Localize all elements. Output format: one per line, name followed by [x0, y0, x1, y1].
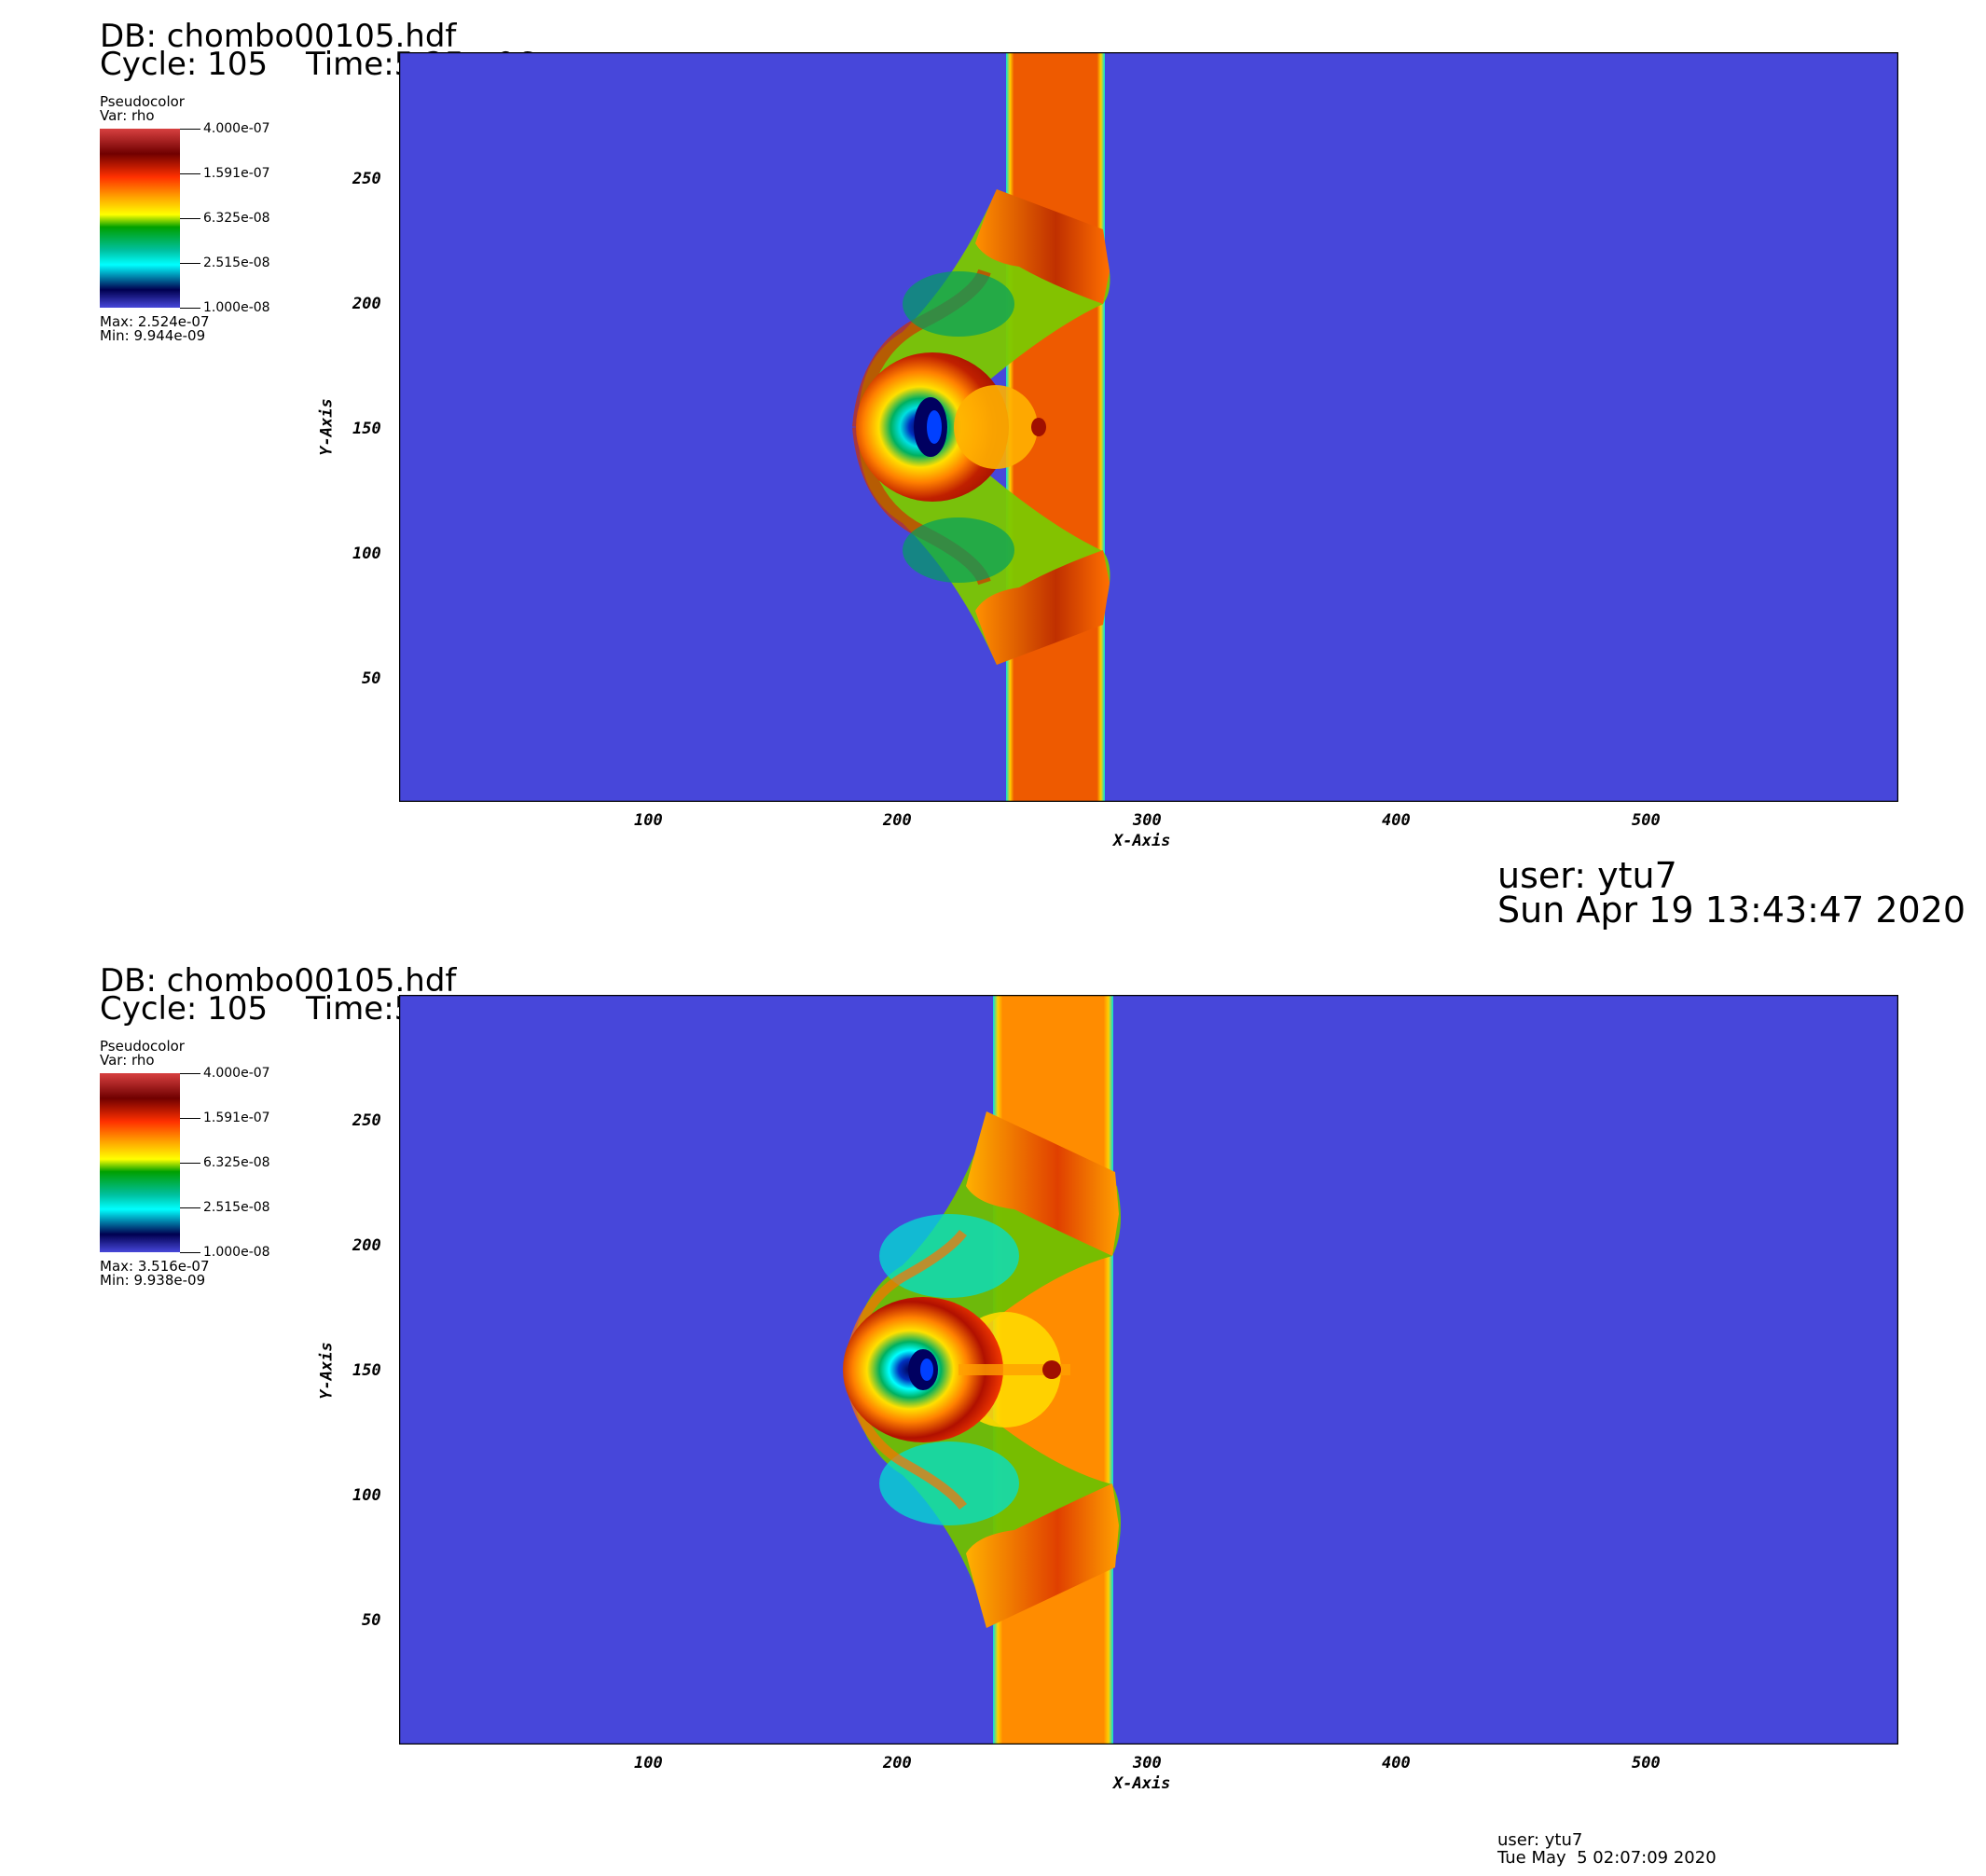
lower-lobe: [966, 1483, 1119, 1628]
colorbar-tick-mark: [180, 1207, 200, 1208]
colorbar-tick-mark: [180, 1073, 200, 1074]
tail-bulb: [954, 385, 1038, 469]
y-tick-label: 100: [352, 545, 381, 563]
x-axis-title: X-Axis: [1113, 1774, 1171, 1793]
low-density-core: [920, 1359, 933, 1381]
x-tick-label: 400: [1382, 1754, 1411, 1773]
x-tick-label: 100: [634, 811, 663, 830]
x-tick-label: 200: [883, 811, 912, 830]
colorbar-tick-mark: [180, 1118, 200, 1119]
density-plot: [399, 52, 1898, 802]
tail-filament: [959, 1364, 1070, 1375]
colorbar-tick-mark: [180, 218, 200, 219]
x-tick-label: 200: [883, 1754, 912, 1773]
x-tick-label: 400: [1382, 811, 1411, 830]
db-label: DB: chombo00105.hdf: [100, 962, 457, 1000]
x-tick-label: 500: [1632, 1754, 1661, 1773]
colorbar-tick-mark: [180, 308, 200, 309]
legend-min: Min: 9.938e-09: [100, 1272, 206, 1289]
cycle-label: Cycle: 105: [100, 990, 269, 1028]
legend-max: Max: 3.516e-07: [100, 1258, 210, 1275]
colorbar: [100, 129, 180, 308]
x-axis-title: X-Axis: [1113, 832, 1171, 850]
y-tick-label: 150: [352, 1361, 381, 1380]
plot-frame: [399, 995, 1898, 1745]
cyan-pocket: [879, 1214, 1019, 1298]
colorbar-tick-mark: [180, 1163, 200, 1164]
plot-background: [399, 52, 1898, 802]
colorbar: [100, 1073, 180, 1252]
colorbar-tick-label: 2.515e-08: [203, 255, 270, 270]
upper-lobe: [966, 1111, 1119, 1256]
low-density-core: [927, 410, 942, 444]
x-tick-label: 300: [1133, 811, 1162, 830]
user-stamp: user: ytu7: [1497, 855, 1677, 896]
colorbar-tick-mark: [180, 129, 200, 130]
x-tick-label: 300: [1133, 1754, 1162, 1773]
db-label: DB: chombo00105.hdf: [100, 18, 457, 55]
colorbar-tick-mark: [180, 263, 200, 264]
colorbar-tick-label: 1.591e-07: [203, 1110, 270, 1125]
legend-min: Min: 9.944e-09: [100, 327, 206, 344]
colorbar-tick-label: 1.000e-08: [203, 300, 270, 315]
x-tick-label: 100: [634, 1754, 663, 1773]
tail-knot: [1042, 1360, 1061, 1379]
legend-var: Var: rho: [100, 1052, 155, 1069]
colorbar-tick-label: 1.591e-07: [203, 166, 270, 181]
y-tick-label: 50: [362, 1611, 381, 1630]
upper-lobe: [975, 189, 1110, 304]
plot-background: [399, 995, 1898, 1745]
colorbar-tick-label: 6.325e-08: [203, 211, 270, 226]
tail-knot: [1031, 418, 1046, 436]
y-tick-label: 50: [362, 669, 381, 688]
y-tick-label: 150: [352, 420, 381, 438]
x-tick-label: 500: [1632, 811, 1661, 830]
legend-max: Max: 2.524e-07: [100, 313, 210, 330]
green-pocket: [903, 517, 1014, 583]
cycle-label: Cycle: 105: [100, 46, 269, 83]
y-tick-label: 100: [352, 1486, 381, 1505]
y-tick-label: 250: [352, 170, 381, 188]
y-axis-title: Y-Axis: [317, 1342, 337, 1400]
lower-lobe: [975, 550, 1110, 665]
cyan-pocket: [879, 1441, 1019, 1525]
colorbar-tick-label: 4.000e-07: [203, 121, 270, 136]
legend-plot-type: Pseudocolor: [100, 1038, 185, 1055]
y-tick-label: 200: [352, 295, 381, 313]
user-stamp: user: ytu7: [1497, 1830, 1583, 1850]
legend-plot-type: Pseudocolor: [100, 93, 185, 110]
colorbar-tick-mark: [180, 173, 200, 174]
green-pocket: [903, 271, 1014, 337]
colorbar-tick-label: 2.515e-08: [203, 1200, 270, 1215]
colorbar-tick-label: 6.325e-08: [203, 1155, 270, 1170]
date-stamp: Sun Apr 19 13:43:47 2020: [1497, 890, 1966, 931]
y-tick-label: 250: [352, 1111, 381, 1130]
density-plot: [399, 995, 1898, 1745]
y-axis-title: Y-Axis: [317, 398, 337, 456]
plot-frame: [399, 52, 1898, 802]
date-stamp: Tue May 5 02:07:09 2020: [1497, 1848, 1717, 1868]
legend-var: Var: rho: [100, 107, 155, 124]
colorbar-tick-label: 1.000e-08: [203, 1245, 270, 1260]
y-tick-label: 200: [352, 1236, 381, 1255]
colorbar-tick-mark: [180, 1252, 200, 1253]
colorbar-tick-label: 4.000e-07: [203, 1066, 270, 1081]
